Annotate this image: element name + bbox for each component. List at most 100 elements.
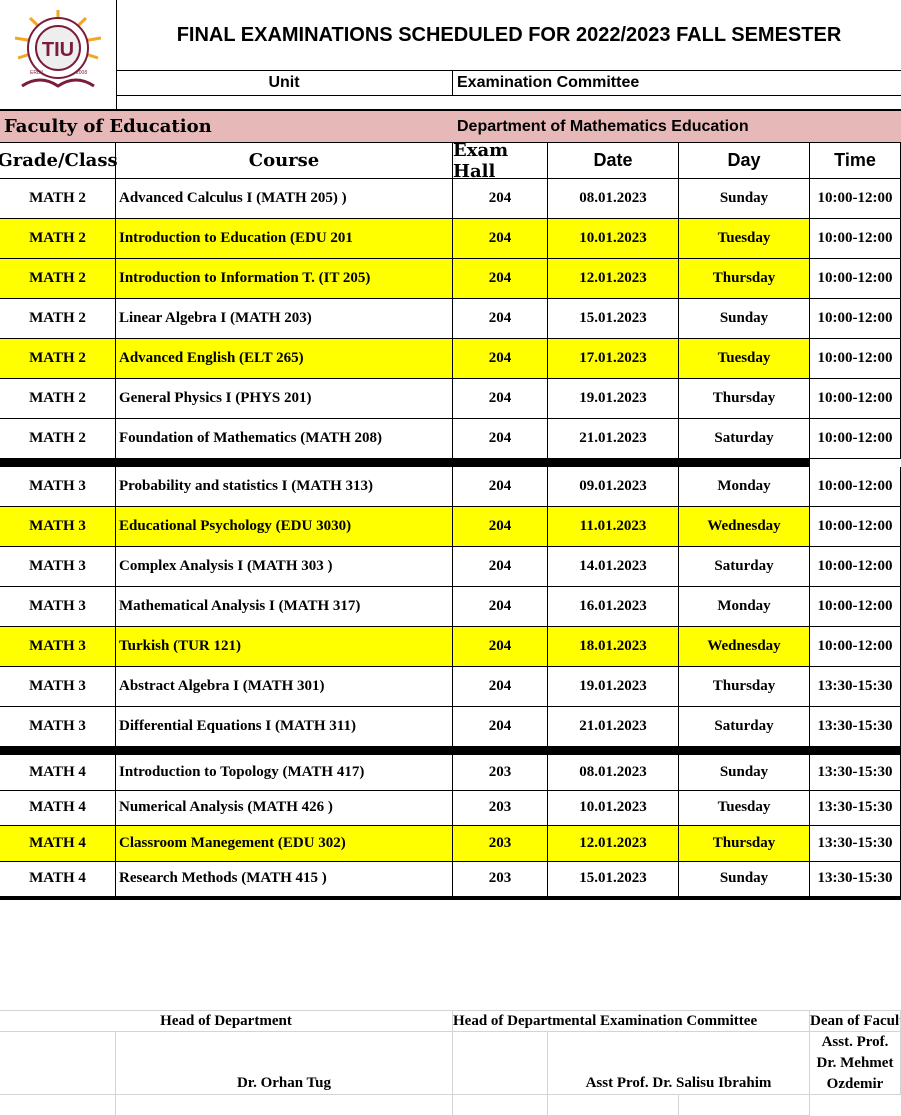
committee-head-name: Asst Prof. Dr. Salisu Ibrahim — [548, 1032, 810, 1095]
course-cell: Linear Algebra I (MATH 203) — [116, 299, 453, 339]
day-cell: Tuesday — [679, 339, 810, 379]
time-cell: 13:30-15:30 — [810, 707, 901, 747]
grade-cell: MATH 3 — [0, 547, 116, 587]
day-cell: Tuesday — [679, 790, 810, 826]
day-cell: Monday — [679, 587, 810, 627]
group-separator — [0, 896, 901, 900]
time-cell: 10:00-12:00 — [810, 179, 901, 219]
time-cell: 10:00-12:00 — [810, 219, 901, 259]
page-title: FINAL EXAMINATIONS SCHEDULED FOR 2022/20… — [116, 0, 901, 71]
course-cell: General Physics I (PHYS 201) — [116, 379, 453, 419]
date-cell: 10.01.2023 — [548, 219, 679, 259]
header-course: Course — [116, 143, 453, 179]
grade-cell: MATH 4 — [0, 861, 116, 897]
empty-cell — [0, 1095, 116, 1116]
date-cell: 12.01.2023 — [548, 826, 679, 862]
day-cell: Saturday — [679, 707, 810, 747]
empty-cell — [453, 1095, 548, 1116]
time-cell: 10:00-12:00 — [810, 299, 901, 339]
day-cell: Thursday — [679, 259, 810, 299]
time-cell: 13:30-15:30 — [810, 826, 901, 862]
date-cell: 21.01.2023 — [548, 707, 679, 747]
exam-hall-cell: 204 — [453, 707, 548, 747]
grade-cell: MATH 4 — [0, 755, 116, 791]
header-date: Date — [548, 143, 679, 179]
header-grade-class: Grade/Class — [0, 143, 118, 179]
grade-cell: MATH 2 — [0, 259, 116, 299]
time-cell: 10:00-12:00 — [810, 507, 901, 547]
course-cell: Numerical Analysis (MATH 426 ) — [116, 790, 453, 826]
unit-label: Unit — [116, 71, 453, 96]
empty-cell — [453, 1032, 548, 1095]
exam-hall-cell: 204 — [453, 219, 548, 259]
course-cell: Foundation of Mathematics (MATH 208) — [116, 419, 453, 459]
day-cell: Sunday — [679, 179, 810, 219]
grade-cell: MATH 3 — [0, 587, 116, 627]
exam-hall-cell: 203 — [453, 755, 548, 791]
header-time: Time — [810, 143, 901, 179]
exam-hall-cell: 204 — [453, 627, 548, 667]
dean-name-line: Asst. Prof. — [821, 1033, 889, 1050]
time-cell: 10:00-12:00 — [810, 627, 901, 667]
time-cell: 10:00-12:00 — [810, 339, 901, 379]
day-cell: Wednesday — [679, 627, 810, 667]
course-cell: Educational Psychology (EDU 3030) — [116, 507, 453, 547]
grade-cell: MATH 4 — [0, 826, 116, 862]
grade-cell: MATH 2 — [0, 179, 116, 219]
course-cell: Research Methods (MATH 415 ) — [116, 861, 453, 897]
date-cell: 16.01.2023 — [548, 587, 679, 627]
day-cell: Thursday — [679, 379, 810, 419]
time-cell: 13:30-15:30 — [810, 861, 901, 897]
svg-text:2008: 2008 — [76, 70, 87, 76]
time-cell: 13:30-15:30 — [810, 667, 901, 707]
grade-cell: MATH 2 — [0, 299, 116, 339]
time-cell: 10:00-12:00 — [810, 547, 901, 587]
day-cell: Thursday — [679, 826, 810, 862]
group-separator — [0, 747, 901, 755]
empty-cell — [0, 1032, 116, 1095]
course-cell: Complex Analysis I (MATH 303 ) — [116, 547, 453, 587]
grade-cell: MATH 2 — [0, 339, 116, 379]
grade-cell: MATH 2 — [0, 419, 116, 459]
course-cell: Turkish (TUR 121) — [116, 627, 453, 667]
course-cell: Introduction to Information T. (IT 205) — [116, 259, 453, 299]
day-cell: Sunday — [679, 861, 810, 897]
time-cell: 10:00-12:00 — [810, 419, 901, 459]
faculty-name: Faculty of Education — [0, 110, 453, 143]
group-separator — [0, 459, 810, 467]
date-cell: 17.01.2023 — [548, 339, 679, 379]
header-day: Day — [679, 143, 810, 179]
date-cell: 18.01.2023 — [548, 627, 679, 667]
svg-text:TIU: TIU — [42, 39, 74, 61]
day-cell: Tuesday — [679, 219, 810, 259]
grade-cell: MATH 4 — [0, 790, 116, 826]
date-cell: 19.01.2023 — [548, 667, 679, 707]
dean-name-line: Dr. Mehmet — [816, 1054, 894, 1071]
empty-cell — [548, 1095, 679, 1116]
empty-cell — [679, 1095, 810, 1116]
grade-cell: MATH 3 — [0, 627, 116, 667]
exam-hall-cell: 204 — [453, 507, 548, 547]
grade-cell: MATH 3 — [0, 507, 116, 547]
course-cell: Advanced Calculus I (MATH 205) ) — [116, 179, 453, 219]
day-cell: Thursday — [679, 667, 810, 707]
date-cell: 11.01.2023 — [548, 507, 679, 547]
exam-hall-cell: 204 — [453, 339, 548, 379]
committee-head-title: Head of Departmental Examination Committ… — [453, 1011, 810, 1032]
head-of-department-name: Dr. Orhan Tug — [116, 1032, 453, 1095]
dean-name-line: Ozdemir — [826, 1075, 884, 1092]
dean-name: Asst. Prof. Dr. Mehmet Ozdemir — [810, 1032, 901, 1095]
day-cell: Sunday — [679, 755, 810, 791]
course-cell: Advanced English (ELT 265) — [116, 339, 453, 379]
date-cell: 09.01.2023 — [548, 467, 679, 507]
course-cell: Differential Equations I (MATH 311) — [116, 707, 453, 747]
time-cell: 10:00-12:00 — [810, 587, 901, 627]
grade-cell: MATH 3 — [0, 467, 116, 507]
date-cell: 08.01.2023 — [548, 755, 679, 791]
time-cell: 13:30-15:30 — [810, 790, 901, 826]
date-cell: 08.01.2023 — [548, 179, 679, 219]
time-cell: 10:00-12:00 — [810, 259, 901, 299]
exam-hall-cell: 204 — [453, 179, 548, 219]
exam-hall-cell: 204 — [453, 667, 548, 707]
day-cell: Saturday — [679, 419, 810, 459]
